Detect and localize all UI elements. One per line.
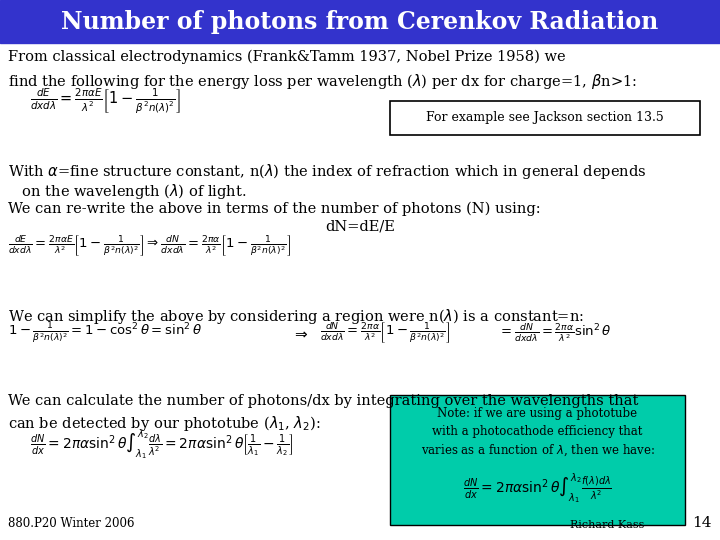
- Bar: [0, 0, 720, 43]
- Text: With $\alpha$=fine structure constant, n($\lambda$) the index of refraction whic: With $\alpha$=fine structure constant, n…: [8, 162, 647, 181]
- Text: $\frac{dE}{dxd\lambda} = \frac{2\pi\alpha E}{\lambda^2}\left[1 - \frac{1}{\beta^: $\frac{dE}{dxd\lambda} = \frac{2\pi\alph…: [8, 234, 291, 259]
- Text: varies as a function of $\lambda$, then we have:: varies as a function of $\lambda$, then …: [420, 443, 654, 458]
- Bar: [390, 101, 700, 135]
- Text: Note: if we are using a phototube: Note: if we are using a phototube: [438, 407, 638, 420]
- Text: $\frac{dN}{dxd\lambda} = \frac{2\pi\alpha}{\lambda^2}\left[1 - \frac{1}{\beta^2 : $\frac{dN}{dxd\lambda} = \frac{2\pi\alph…: [320, 321, 451, 346]
- Text: $\Rightarrow$: $\Rightarrow$: [292, 326, 309, 340]
- Text: $\frac{dE}{dxd\lambda} = \frac{2\pi\alpha E}{\lambda^2}\left[1 - \frac{1}{\beta^: $\frac{dE}{dxd\lambda} = \frac{2\pi\alph…: [30, 86, 181, 116]
- Text: can be detected by our phototube ($\lambda_1$, $\lambda_2$):: can be detected by our phototube ($\lamb…: [8, 414, 320, 433]
- Text: 14: 14: [693, 516, 712, 530]
- Text: find the following for the energy loss per wavelength ($\lambda$) per dx for cha: find the following for the energy loss p…: [8, 72, 637, 91]
- Text: $1 - \frac{1}{\beta^2 n(\lambda)^2} = 1 - \cos^2\theta = \sin^2\theta$: $1 - \frac{1}{\beta^2 n(\lambda)^2} = 1 …: [8, 320, 202, 346]
- Text: Number of photons from Cerenkov Radiation: Number of photons from Cerenkov Radiatio…: [61, 10, 659, 34]
- Text: with a photocathode efficiency that: with a photocathode efficiency that: [432, 425, 643, 438]
- Text: Richard Kass: Richard Kass: [570, 520, 644, 530]
- Text: For example see Jackson section 13.5: For example see Jackson section 13.5: [426, 111, 664, 125]
- Text: We can calculate the number of photons/dx by integrating over the wavelengths th: We can calculate the number of photons/d…: [8, 394, 639, 408]
- Text: We can re-write the above in terms of the number of photons (N) using:: We can re-write the above in terms of th…: [8, 202, 541, 217]
- Text: $\frac{dN}{dx} = 2\pi\alpha\sin^2\theta\int_{\lambda_1}^{\lambda_2}\frac{f(\lamb: $\frac{dN}{dx} = 2\pi\alpha\sin^2\theta\…: [463, 471, 612, 505]
- Text: From classical electrodynamics (Frank&Tamm 1937, Nobel Prize 1958) we: From classical electrodynamics (Frank&Ta…: [8, 50, 566, 64]
- Text: on the wavelength ($\lambda$) of light.: on the wavelength ($\lambda$) of light.: [8, 182, 246, 201]
- Bar: [390, 395, 685, 525]
- Text: $\frac{dN}{dx} = 2\pi\alpha\sin^2\theta\int_{\lambda_1}^{\lambda_2}\frac{d\lambd: $\frac{dN}{dx} = 2\pi\alpha\sin^2\theta\…: [30, 427, 294, 461]
- Text: We can simplify the above by considering a region were n($\lambda$) is a constan: We can simplify the above by considering…: [8, 307, 584, 326]
- Text: 880.P20 Winter 2006: 880.P20 Winter 2006: [8, 517, 135, 530]
- Text: dN=dE/E: dN=dE/E: [325, 220, 395, 234]
- Text: $= \frac{dN}{dxd\lambda} = \frac{2\pi\alpha}{\lambda^2}\sin^2\theta$: $= \frac{dN}{dxd\lambda} = \frac{2\pi\al…: [498, 321, 611, 345]
